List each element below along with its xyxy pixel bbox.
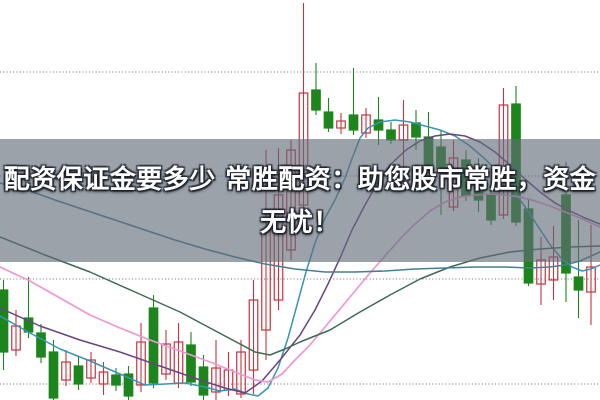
title-banner: 配资保证金要多少 常胜配资：助您股市常胜，资金 无忧！ [0, 139, 600, 262]
candle-body-down [0, 289, 9, 353]
candle-body-down [348, 114, 359, 131]
candle-body-down [36, 332, 46, 358]
candle-body-up [136, 341, 146, 386]
candle-body-down [73, 365, 84, 385]
candle-body-down [48, 351, 59, 399]
candle-body-down [111, 374, 121, 386]
candle-body-up [361, 114, 371, 134]
candle-body-down [323, 111, 334, 129]
candle-body-up [98, 371, 109, 385]
candle-body-up [248, 299, 259, 371]
candle-body-up [336, 120, 346, 129]
candle-body-up [86, 359, 96, 379]
candle-body-up [161, 343, 171, 375]
candle-body-down [573, 276, 584, 291]
candle-body-up [61, 361, 71, 381]
banner-title-line1: 配资保证金要多少 常胜配资：助您股市常胜，资金 [3, 164, 597, 195]
candle-body-up [11, 325, 21, 351]
candle-body-down [311, 89, 321, 111]
candle-body-down [123, 373, 134, 397]
banner-title-line2: 无忧！ [260, 207, 340, 238]
candle-body-up [211, 367, 221, 393]
candle-body-down [148, 307, 159, 384]
candle-body-up [586, 266, 596, 293]
candle-body-down [186, 344, 196, 383]
